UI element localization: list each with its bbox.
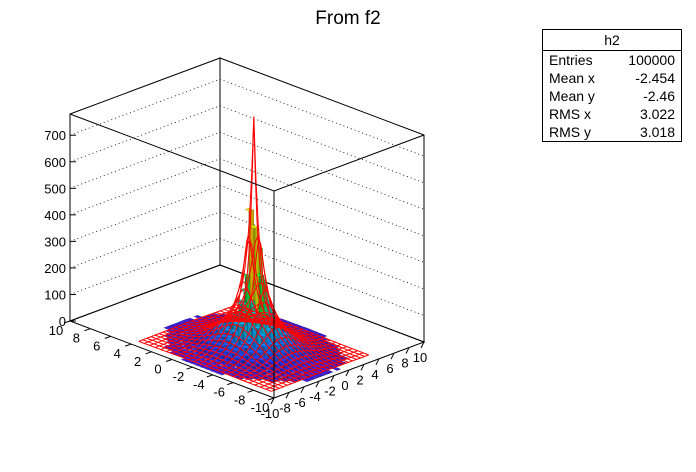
grid-line [69, 105, 425, 184]
y-tick-label: 4 [114, 346, 121, 361]
y-tick-label: -2 [173, 369, 185, 384]
y-tick-label: -8 [234, 392, 246, 407]
y-tick-mark [104, 335, 111, 339]
y-tick-label: -4 [193, 377, 205, 392]
y-tick-mark [84, 328, 91, 332]
function-mesh-line [155, 310, 253, 348]
y-tick-label: 6 [93, 338, 100, 353]
y-tick-mark [206, 374, 213, 378]
z-tick-label: 100 [44, 287, 66, 302]
stats-row: RMS y 3.018 [543, 123, 681, 141]
x-tick-label: -8 [279, 400, 291, 415]
y-tick-mark [125, 343, 132, 347]
stats-row: RMS x 3.022 [543, 105, 681, 123]
stats-row: Mean x -2.454 [543, 69, 681, 87]
function-surface [138, 116, 369, 392]
x-tick-label: 4 [371, 367, 378, 382]
function-mesh-line [149, 308, 248, 346]
stats-value: 100000 [628, 52, 675, 68]
stats-row: Mean y -2.46 [543, 87, 681, 105]
z-tick-label: 600 [44, 155, 66, 170]
grid-line [69, 211, 425, 290]
y-tick-label: 2 [134, 354, 141, 369]
z-tick-label: 0 [59, 314, 66, 329]
x-tick-mark [270, 397, 275, 405]
y-tick-mark [165, 359, 173, 362]
stats-label: Mean x [549, 70, 595, 86]
z-tick-label: 400 [44, 208, 66, 223]
stats-label: RMS x [549, 106, 591, 122]
grid-line [69, 238, 425, 316]
x-tick-label: -2 [324, 384, 336, 399]
x-tick-label: -6 [294, 395, 306, 410]
y-tick-label: -10 [251, 400, 270, 415]
stats-label: RMS y [549, 124, 591, 140]
function-mesh-line [138, 304, 237, 342]
stats-row: Entries 100000 [543, 51, 681, 69]
y-tick-mark [267, 397, 275, 401]
function-mesh-line [227, 307, 361, 359]
y-tick-label: 8 [73, 331, 80, 346]
y-tick-mark [145, 351, 152, 355]
y-tick-label: 10 [49, 323, 63, 338]
x-tick-mark [345, 369, 350, 377]
x-tick-mark [405, 347, 410, 354]
x-tick-mark [375, 358, 380, 366]
plot-frame-front [69, 113, 425, 398]
z-tick-label: 200 [44, 261, 66, 276]
function-mesh-line [236, 304, 369, 356]
stats-value: 3.018 [639, 124, 675, 140]
function-mesh-line [223, 308, 357, 360]
x-tick-label: -4 [309, 389, 321, 404]
x-axis-ticks: -10 -8 -6 -4 -2 0 2 4 6 8 10 [261, 341, 427, 421]
x-tick-label: 8 [401, 356, 408, 371]
x-tick-mark [360, 364, 365, 371]
grid-line [69, 158, 425, 237]
function-mesh-line [231, 305, 365, 357]
x-tick-label: 2 [356, 372, 363, 387]
stats-title: h2 [543, 30, 681, 51]
x-tick-mark [330, 375, 335, 382]
stats-label: Mean y [549, 88, 595, 104]
stats-value: -2.454 [635, 70, 675, 86]
y-tick-mark [186, 366, 193, 370]
stats-value: -2.46 [643, 88, 675, 104]
y-tick-mark [227, 382, 234, 386]
z-axis-ticks: 0 100 200 300 400 500 600 700 [44, 128, 76, 329]
x-tick-mark [315, 380, 320, 388]
x-tick-mark [390, 352, 395, 360]
function-mesh-line [144, 306, 242, 344]
top-edge [69, 113, 425, 192]
side-wall [219, 57, 425, 343]
y-tick-label: 0 [154, 362, 161, 377]
x-tick-label: 6 [386, 361, 393, 376]
grid-line [69, 184, 425, 263]
z-tick-label: 500 [44, 181, 66, 196]
x-tick-mark [420, 341, 425, 349]
z-tick-label: 300 [44, 234, 66, 249]
y-tick-mark [247, 389, 254, 393]
x-tick-label: 0 [341, 378, 348, 393]
y-tick-mark [63, 320, 71, 324]
stats-label: Entries [549, 52, 593, 68]
x-tick-mark [300, 386, 305, 394]
x-tick-label: -10 [261, 406, 280, 421]
stats-value: 3.022 [639, 106, 675, 122]
x-tick-label: 10 [413, 350, 427, 365]
grid-line [69, 131, 425, 210]
function-mesh-line [160, 312, 259, 351]
chart-title: From f2 [315, 8, 380, 29]
x-tick-mark [285, 392, 290, 399]
stats-box: h2 Entries 100000 Mean x -2.454 Mean y -2.4… [542, 29, 682, 142]
grid-line [69, 78, 425, 157]
z-tick-label: 700 [44, 128, 66, 143]
y-tick-label: -6 [213, 385, 225, 400]
